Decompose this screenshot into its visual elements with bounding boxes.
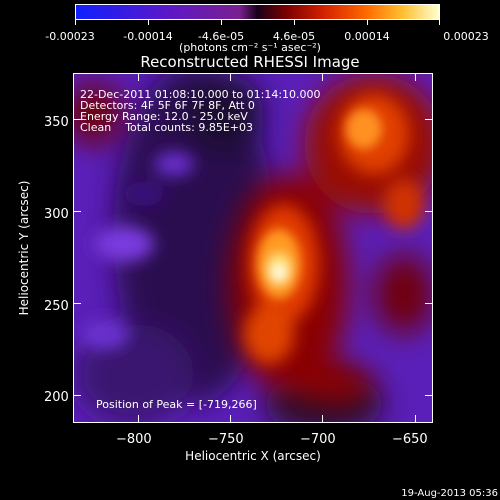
x-tick-label: −700 bbox=[300, 432, 336, 447]
colorbar-tick-label: -0.00023 bbox=[45, 30, 95, 43]
x-tick-mark-top bbox=[138, 73, 139, 81]
x-tick-label: −750 bbox=[208, 432, 244, 447]
y-tick-mark-right bbox=[425, 119, 433, 120]
footer-timestamp: 19-Aug-2013 05:36 bbox=[401, 488, 498, 499]
x-tick-mark bbox=[230, 415, 231, 423]
colorbar-tick-label: 4.6e-05 bbox=[272, 30, 316, 43]
chart-title: Reconstructed RHESSI Image bbox=[140, 53, 360, 71]
y-tick-label: 200 bbox=[44, 390, 69, 405]
colorbar-tick-label: -4.6e-05 bbox=[197, 30, 245, 43]
y-tick-mark bbox=[73, 303, 81, 304]
y-tick-mark bbox=[73, 119, 81, 120]
colorbar-tick-mark bbox=[148, 20, 149, 25]
colorbar-tick-label: 0.00014 bbox=[344, 30, 390, 43]
heatmap-bright-core bbox=[257, 109, 382, 299]
y-tick-label: 250 bbox=[44, 299, 69, 314]
colorbar-tick-mark bbox=[367, 20, 368, 25]
colorbar-tick-mark bbox=[221, 20, 222, 25]
detectors-text: Detectors: 4F 5F 6F 7F 8F, Att 0 bbox=[80, 99, 255, 112]
x-axis-label: Heliocentric X (arcsec) bbox=[185, 449, 321, 463]
x-tick-mark-top bbox=[322, 73, 323, 81]
y-tick-mark-right bbox=[425, 211, 433, 212]
heatmap-plot-area: 22-Dec-2011 01:08:10.000 to 01:14:10.000… bbox=[73, 73, 433, 423]
x-tick-mark bbox=[322, 415, 323, 423]
colorbar-tick-mark bbox=[75, 20, 76, 25]
y-tick-label: 350 bbox=[44, 115, 69, 130]
heatmap-purple-blobs bbox=[79, 152, 194, 349]
colorbar-tick-mark bbox=[439, 20, 440, 25]
x-tick-mark-top bbox=[415, 73, 416, 81]
y-axis-label: Heliocentric Y (arcsec) bbox=[17, 180, 31, 316]
heatmap-image bbox=[74, 74, 432, 422]
x-tick-mark bbox=[138, 415, 139, 423]
x-tick-mark-top bbox=[230, 73, 231, 81]
colorbar-tick-label: 0.00023 bbox=[443, 30, 489, 43]
x-tick-label: −650 bbox=[392, 432, 428, 447]
y-tick-label: 300 bbox=[44, 207, 69, 222]
x-tick-mark bbox=[415, 415, 416, 423]
y-tick-mark bbox=[73, 395, 81, 396]
y-tick-mark-right bbox=[425, 395, 433, 396]
y-tick-mark-right bbox=[425, 303, 433, 304]
peak-position-text: Position of Peak = [-719,266] bbox=[96, 398, 257, 411]
energy-range-text: Energy Range: 12.0 - 25.0 keV bbox=[80, 110, 248, 123]
clean-counts-text: Clean Total counts: 9.85E+03 bbox=[80, 121, 254, 134]
colorbar bbox=[75, 4, 440, 20]
x-tick-label: −800 bbox=[116, 432, 152, 447]
time-range-text: 22-Dec-2011 01:08:10.000 to 01:14:10.000 bbox=[80, 88, 321, 101]
y-tick-mark bbox=[73, 211, 81, 212]
colorbar-units: (photons cm⁻² s⁻¹ asec⁻²) bbox=[179, 41, 321, 54]
colorbar-tick-label: -0.00014 bbox=[123, 30, 173, 43]
colorbar-tick-mark bbox=[294, 20, 295, 25]
